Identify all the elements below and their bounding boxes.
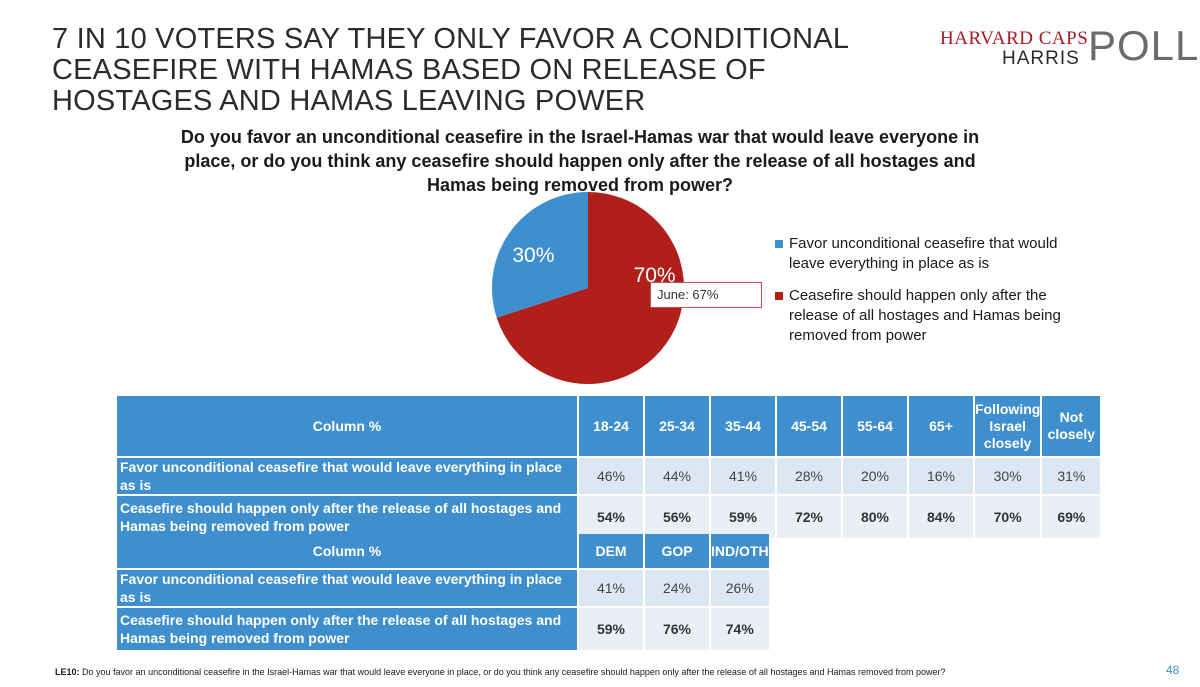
pie-label-unconditional: 30%	[512, 244, 554, 267]
footnote-text: Do you favor an unconditional ceasefire …	[82, 667, 946, 677]
cell: 41%	[579, 570, 643, 606]
cell: 20%	[843, 458, 907, 494]
col-ind-oth: IND/OTH	[711, 534, 769, 568]
pie-chart: 70% 30%	[492, 192, 684, 384]
cell: 59%	[711, 496, 775, 538]
page-number: 48	[1166, 663, 1180, 677]
legend-swatch-conditional	[775, 292, 783, 300]
cell: 28%	[777, 458, 841, 494]
footnote: LE10: Do you favor an unconditional ceas…	[55, 667, 946, 677]
logo-poll: POLL	[1088, 22, 1200, 69]
table-row: Favor unconditional ceasefire that would…	[117, 570, 769, 606]
age-crosstab-table: Column % 18-24 25-34 35-44 45-54 55-64 6…	[115, 394, 1102, 540]
col-following-israel-closely: Following Israel closely	[975, 396, 1041, 456]
logo-harris: HARRIS	[1002, 48, 1080, 69]
cell: 46%	[579, 458, 643, 494]
party-crosstab-table: Column % DEM GOP IND/OTH Favor unconditi…	[115, 532, 771, 652]
cell: 74%	[711, 608, 769, 650]
cell: 56%	[645, 496, 709, 538]
cell: 31%	[1042, 458, 1101, 494]
legend-label-unconditional: Favor unconditional ceasefire that would…	[789, 235, 1058, 272]
pie-slice-unconditional	[492, 192, 588, 318]
cell: 70%	[975, 496, 1041, 538]
col-55-64: 55-64	[843, 396, 907, 456]
col-gop: GOP	[645, 534, 709, 568]
chart-title: Do you favor an unconditional ceasefire …	[180, 127, 980, 195]
column-percent-header: Column %	[117, 534, 577, 568]
cell: 41%	[711, 458, 775, 494]
legend-item-unconditional: Favor unconditional ceasefire that would…	[775, 234, 1075, 274]
col-35-44: 35-44	[711, 396, 775, 456]
legend-label-conditional: Ceasefire should happen only after the r…	[789, 287, 1061, 344]
table-row: Ceasefire should happen only after the r…	[117, 496, 1101, 538]
page-headline: 7 IN 10 VOTERS SAY THEY ONLY FAVOR A CON…	[52, 23, 849, 117]
cell: 69%	[1042, 496, 1101, 538]
table-row: Favor unconditional ceasefire that would…	[117, 458, 1101, 494]
pie-label-conditional: 70%	[634, 264, 676, 287]
col-65-plus: 65+	[909, 396, 973, 456]
col-45-54: 45-54	[777, 396, 841, 456]
row-label-unconditional: Favor unconditional ceasefire that would…	[117, 570, 577, 606]
cell: 24%	[645, 570, 709, 606]
row-label-conditional: Ceasefire should happen only after the r…	[117, 496, 577, 538]
pie-slice-conditional	[496, 192, 684, 384]
cell: 30%	[975, 458, 1041, 494]
cell: 54%	[579, 496, 643, 538]
cell: 59%	[579, 608, 643, 650]
legend-swatch-unconditional	[775, 240, 783, 248]
footnote-code: LE10:	[55, 667, 80, 677]
cell: 44%	[645, 458, 709, 494]
col-dem: DEM	[579, 534, 643, 568]
col-18-24: 18-24	[579, 396, 643, 456]
june-annotation: June: 67%	[650, 282, 762, 308]
cell: 84%	[909, 496, 973, 538]
chart-legend: Favor unconditional ceasefire that would…	[775, 234, 1075, 358]
legend-item-conditional: Ceasefire should happen only after the r…	[775, 286, 1075, 346]
cell: 26%	[711, 570, 769, 606]
table-header-row: Column % 18-24 25-34 35-44 45-54 55-64 6…	[117, 396, 1101, 456]
col-not-closely: Not closely	[1042, 396, 1101, 456]
cell: 76%	[645, 608, 709, 650]
cell: 80%	[843, 496, 907, 538]
table-row: Ceasefire should happen only after the r…	[117, 608, 769, 650]
cell: 16%	[909, 458, 973, 494]
column-percent-header: Column %	[117, 396, 577, 456]
table-header-row: Column % DEM GOP IND/OTH	[117, 534, 769, 568]
logo-harvard-caps: HARVARD CAPS	[940, 28, 1089, 49]
row-label-conditional: Ceasefire should happen only after the r…	[117, 608, 577, 650]
harvard-caps-harris-poll-logo: HARVARD CAPS HARRIS POLL	[930, 25, 1198, 70]
col-25-34: 25-34	[645, 396, 709, 456]
row-label-unconditional: Favor unconditional ceasefire that would…	[117, 458, 577, 494]
cell: 72%	[777, 496, 841, 538]
